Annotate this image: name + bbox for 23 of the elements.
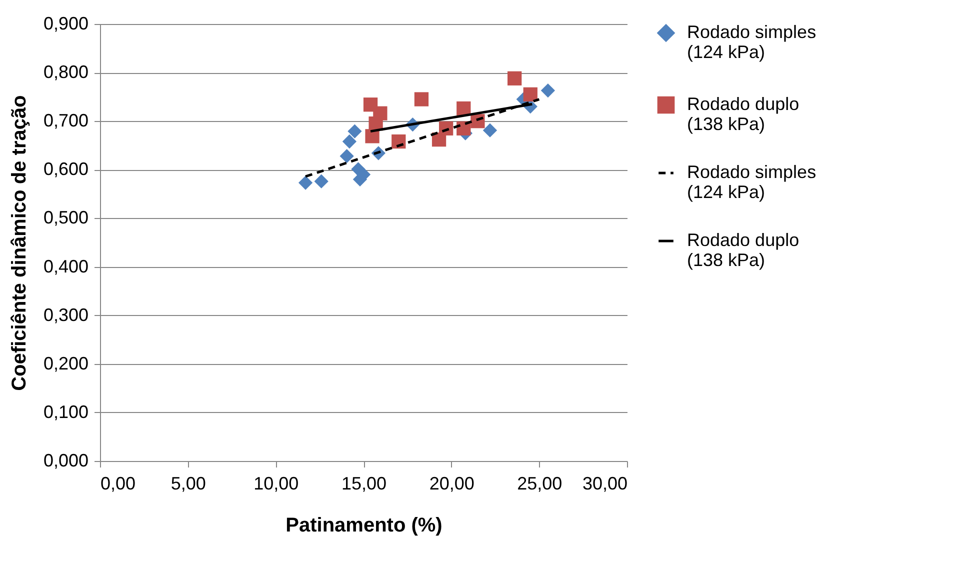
x-axis-title: Patinamento (%) [286,514,442,536]
y-tick-label: 0,600 [43,159,88,180]
x-tick-label: 15,00 [341,474,387,494]
y-tick-label: 0,500 [43,208,88,228]
x-tick-label: 10,00 [254,474,299,494]
legend-label: Rodado duplo (138 kPa) [687,230,800,270]
y-tick-label: 0,700 [43,110,88,131]
y-tick-label: 0,300 [43,304,88,325]
x-tick-label: 25,00 [517,474,562,494]
y-tick-label: 0,900 [43,14,88,34]
legend-label: Rodado simples (124 kPa) [687,162,816,202]
x-tick-label: 5,00 [170,474,206,494]
y-tick-label: 0,800 [43,62,88,82]
legend-label: Rodado simples (124 kPa) [687,22,816,62]
y-tick-label: 0,400 [43,256,88,276]
y-axis-title: Coeficiênte dinâmico de tração [8,95,30,391]
x-tick-label: 20,00 [429,474,474,494]
x-tick-label: 30,00 [582,474,628,494]
y-tick-label: 0,200 [43,353,88,374]
x-tick-label: 0,00 [100,474,136,494]
y-tick-label: 0,100 [43,402,88,422]
y-tick-label: 0,000 [43,450,88,470]
legend-label: Rodado duplo (138 kPa) [687,94,800,134]
